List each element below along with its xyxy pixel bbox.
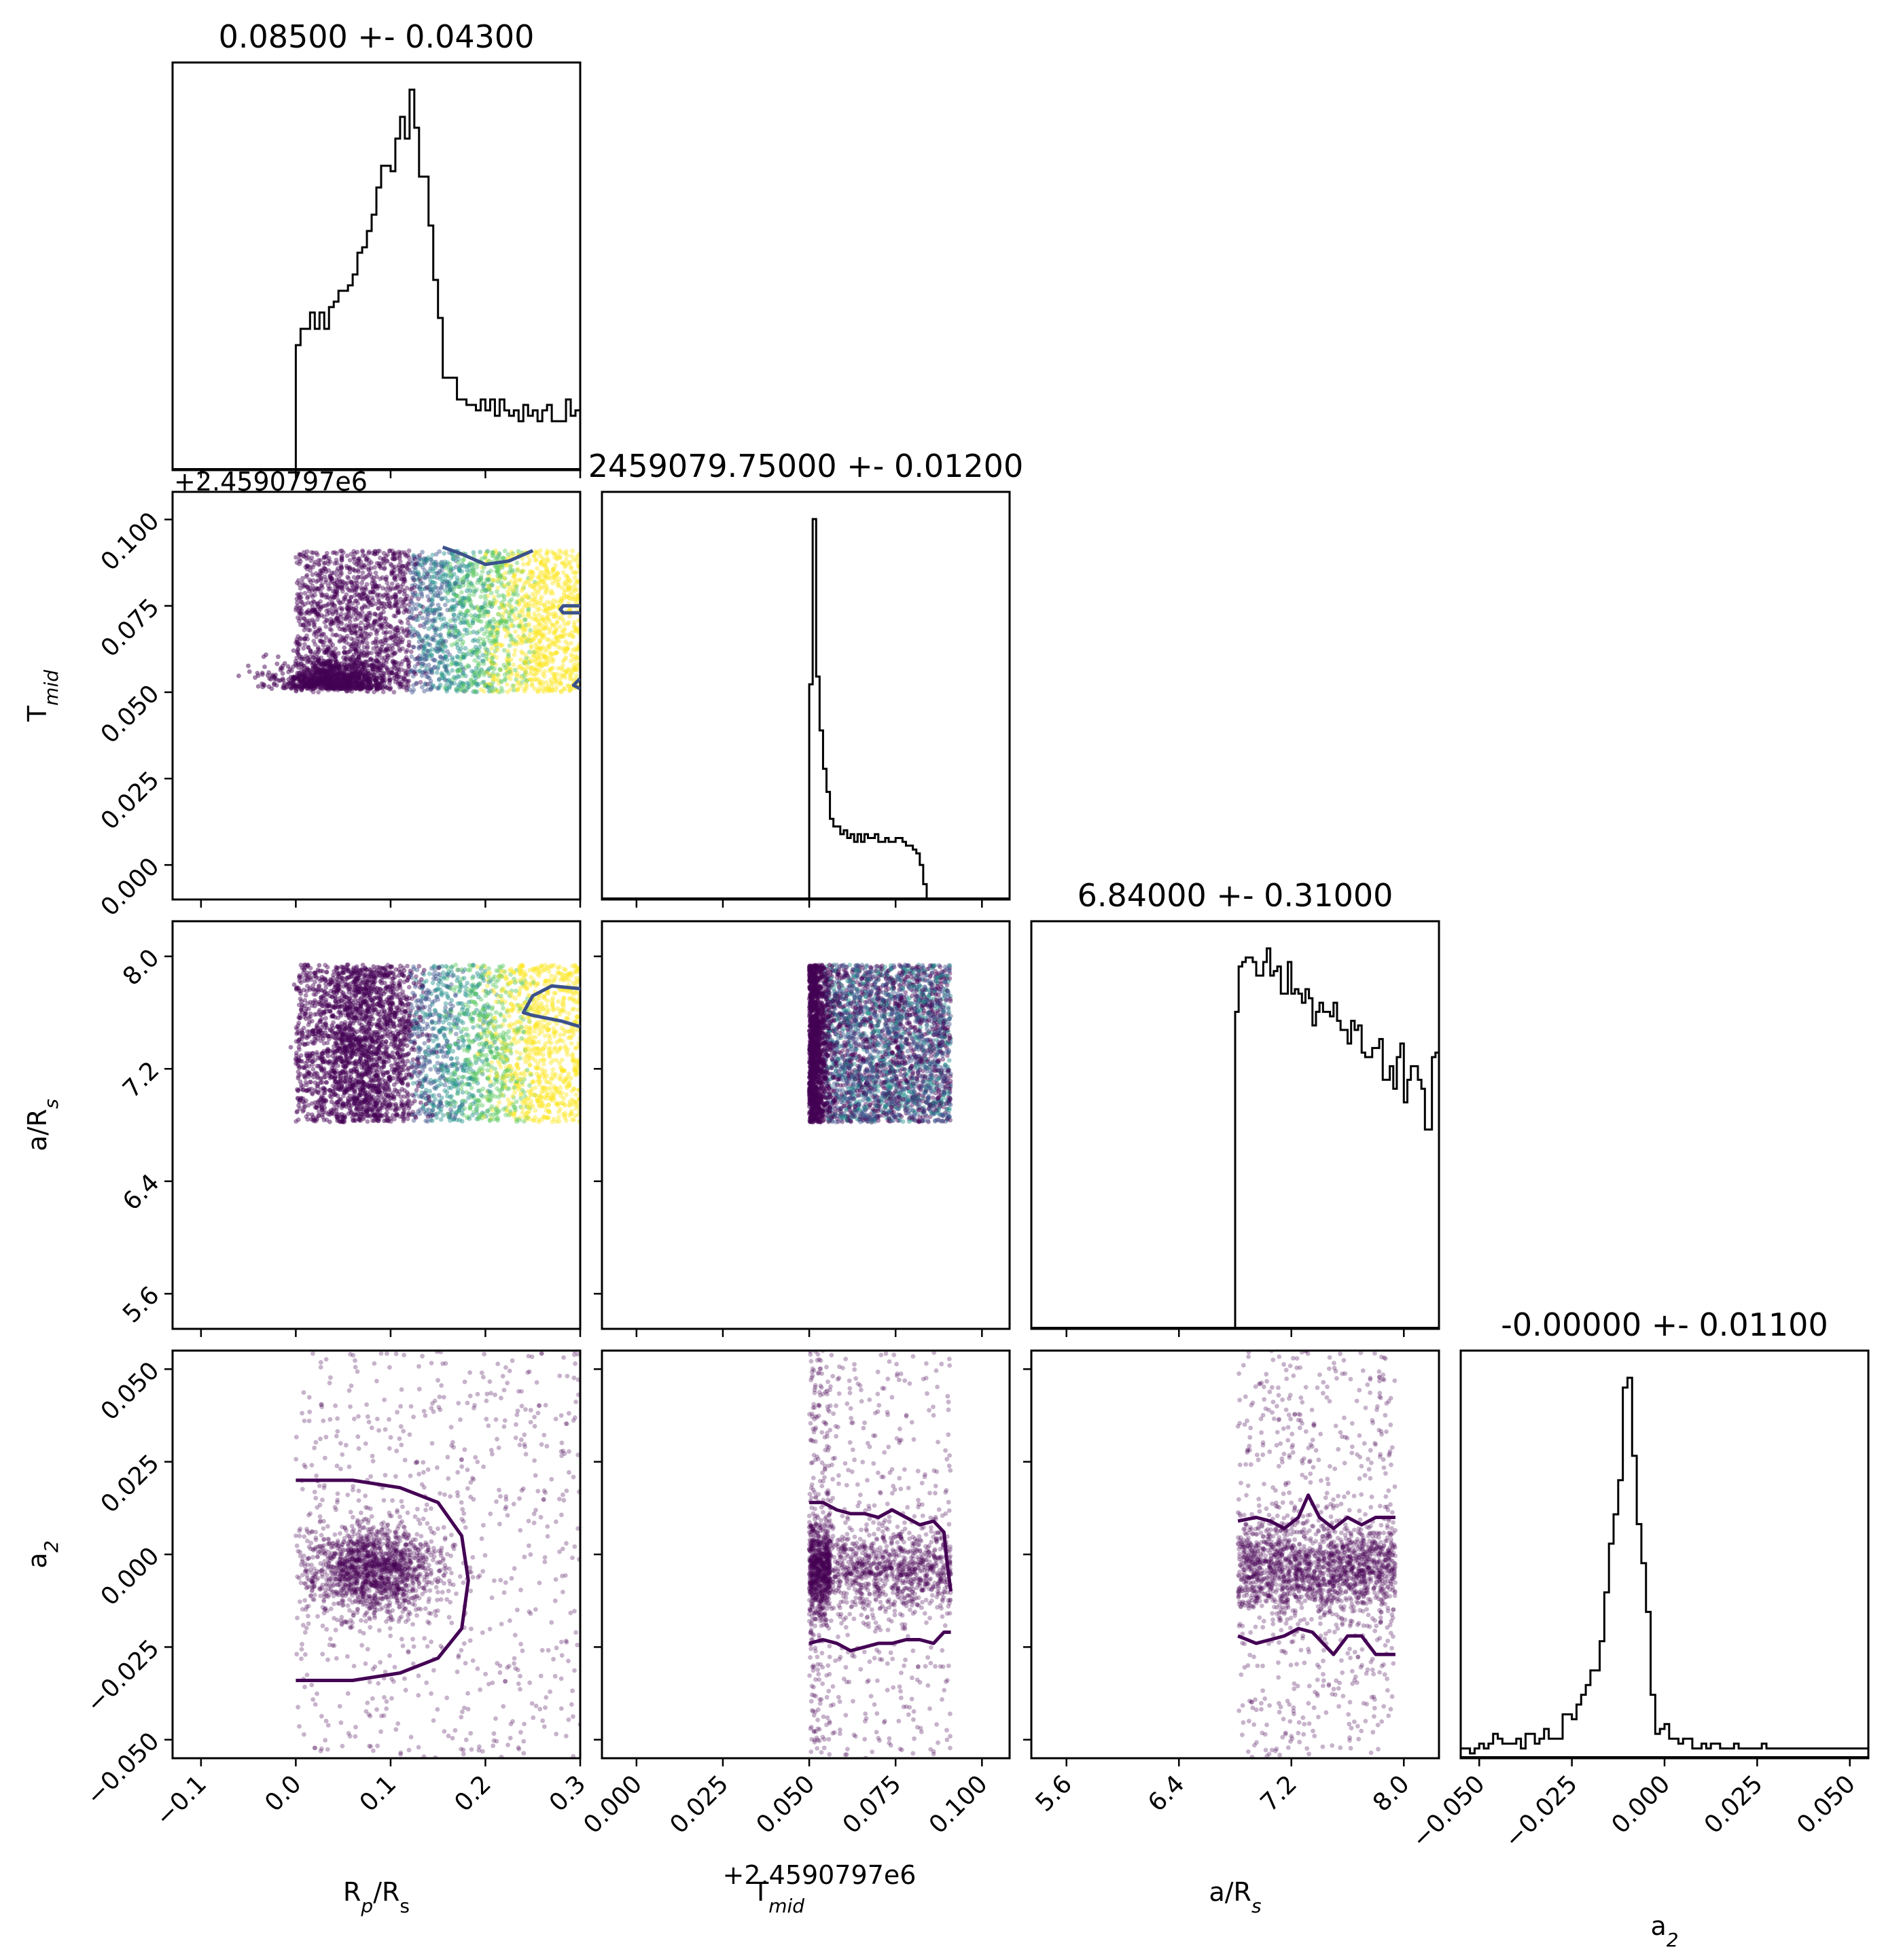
panel-frame [171, 920, 582, 1330]
histogram-ars [1234, 947, 1439, 1329]
histogram-rp [294, 88, 580, 470]
y-tick-label: −0.050 [81, 1727, 164, 1811]
y-tick-label: −0.025 [81, 1635, 164, 1718]
y-tick-label: 0.075 [96, 593, 165, 662]
x-axis-label-a2: a2 [1650, 1911, 1678, 1951]
scatter-points [1235, 1351, 1398, 1758]
y-tick-label: 0.050 [96, 1357, 165, 1426]
x-tick-label: 0.050 [1792, 1770, 1861, 1839]
x-tick-label: 5.6 [1031, 1770, 1078, 1817]
scatter-panel-rp-tmid [171, 491, 582, 901]
x-tick-label: 0.1 [355, 1770, 402, 1817]
contour-ars-a2 [1237, 1493, 1395, 1531]
histogram-panel-tmid: 2459079.75000 +- 0.01200 [588, 448, 1023, 901]
histogram-panel-a2: -0.00000 +- 0.01100 [1459, 1306, 1870, 1760]
x-tick-label: 0.000 [1606, 1770, 1675, 1839]
x-tick-label: 6.4 [1143, 1770, 1190, 1817]
y-tick-label: 0.050 [96, 680, 165, 749]
y-axis-label-tmid: Tmid [22, 670, 63, 722]
contour-rp-a2 [296, 1478, 470, 1682]
x-tick-label: 0.000 [578, 1770, 647, 1839]
x-axis-label-ars: a/Rs [1209, 1877, 1261, 1917]
panel-frame [601, 491, 1011, 901]
histogram-panel-rp: 0.08500 +- 0.04300 [171, 18, 582, 471]
y-tick-label: 6.4 [118, 1169, 164, 1215]
x-tick-label: 0.075 [838, 1770, 907, 1839]
x-tick-label: −0.025 [1499, 1770, 1583, 1853]
y-tick-label: 0.000 [96, 1542, 165, 1611]
x-tick-label: 7.2 [1256, 1770, 1302, 1817]
x-tick-label: −0.050 [1406, 1770, 1490, 1853]
y-tick-label: 0.000 [96, 853, 165, 922]
panel-title-tmid: 2459079.75000 +- 0.01200 [588, 448, 1023, 484]
y-tick-label: 0.025 [96, 1449, 165, 1518]
contour-rp-tmid [558, 604, 580, 615]
x-tick-label: 0.025 [1699, 1770, 1768, 1839]
panel-frame [1030, 920, 1440, 1330]
x-tick-label: −0.1 [150, 1770, 212, 1832]
y-tick-label: 5.6 [118, 1281, 164, 1328]
contour-tmid-a2 [808, 1631, 951, 1653]
x-offset-label: +2.4590797e6 [723, 1860, 917, 1890]
panel-title-rp: 0.08500 +- 0.04300 [219, 18, 535, 55]
y-axis-label-a2: a2 [22, 1540, 63, 1568]
x-tick-label: 0.025 [664, 1770, 734, 1839]
y-tick-label: 0.100 [96, 507, 165, 576]
x-tick-label: 0.3 [544, 1770, 591, 1817]
y-tick-label: 7.2 [118, 1056, 164, 1103]
histogram-panel-ars: 6.84000 +- 0.31000 [1030, 877, 1440, 1330]
scatter-panel-rp-ars [171, 920, 582, 1330]
y-axis-label-ars: a/Rs [22, 1099, 63, 1151]
x-tick-label: 0.100 [924, 1770, 993, 1839]
x-axis-label-tmid: Tmid [752, 1877, 804, 1917]
panel-frame [171, 61, 582, 471]
scatter-panel-tmid-a2 [601, 1349, 1011, 1760]
histogram-a2 [1461, 1376, 1868, 1758]
scatter-points [806, 962, 953, 1125]
histogram-tmid [808, 518, 928, 899]
contour-rp-ars [521, 984, 580, 1029]
x-tick-label: 8.0 [1368, 1770, 1415, 1817]
panel-frame [601, 920, 1011, 1330]
x-tick-label: 0.050 [751, 1770, 821, 1839]
panel-title-a2: -0.00000 +- 0.01100 [1501, 1306, 1828, 1343]
y-tick-label: 0.025 [96, 766, 165, 836]
scatter-points [236, 548, 580, 695]
contour-rp-tmid [442, 546, 534, 567]
scatter-panel-rp-a2 [171, 1349, 582, 1760]
x-tick-label: 0.2 [449, 1770, 496, 1817]
scatter-panel-ars-a2 [1030, 1349, 1440, 1760]
scatter-panel-tmid-ars [601, 920, 1011, 1330]
scatter-points [294, 1351, 580, 1758]
panel-title-ars: 6.84000 +- 0.31000 [1078, 877, 1393, 914]
scatter-points [288, 962, 580, 1125]
y-tick-label: 8.0 [118, 944, 164, 991]
x-tick-label: 0.0 [260, 1770, 306, 1817]
scatter-points [806, 1351, 953, 1758]
contour-tmid-a2 [809, 1501, 953, 1592]
contour-rp-tmid [571, 677, 580, 691]
panel-frame [1459, 1349, 1870, 1760]
y-offset-label: +2.4590797e6 [174, 467, 368, 497]
x-axis-label-rp: Rp/Rs [343, 1877, 410, 1917]
panel-frame [171, 491, 582, 901]
contour-ars-a2 [1237, 1626, 1395, 1656]
